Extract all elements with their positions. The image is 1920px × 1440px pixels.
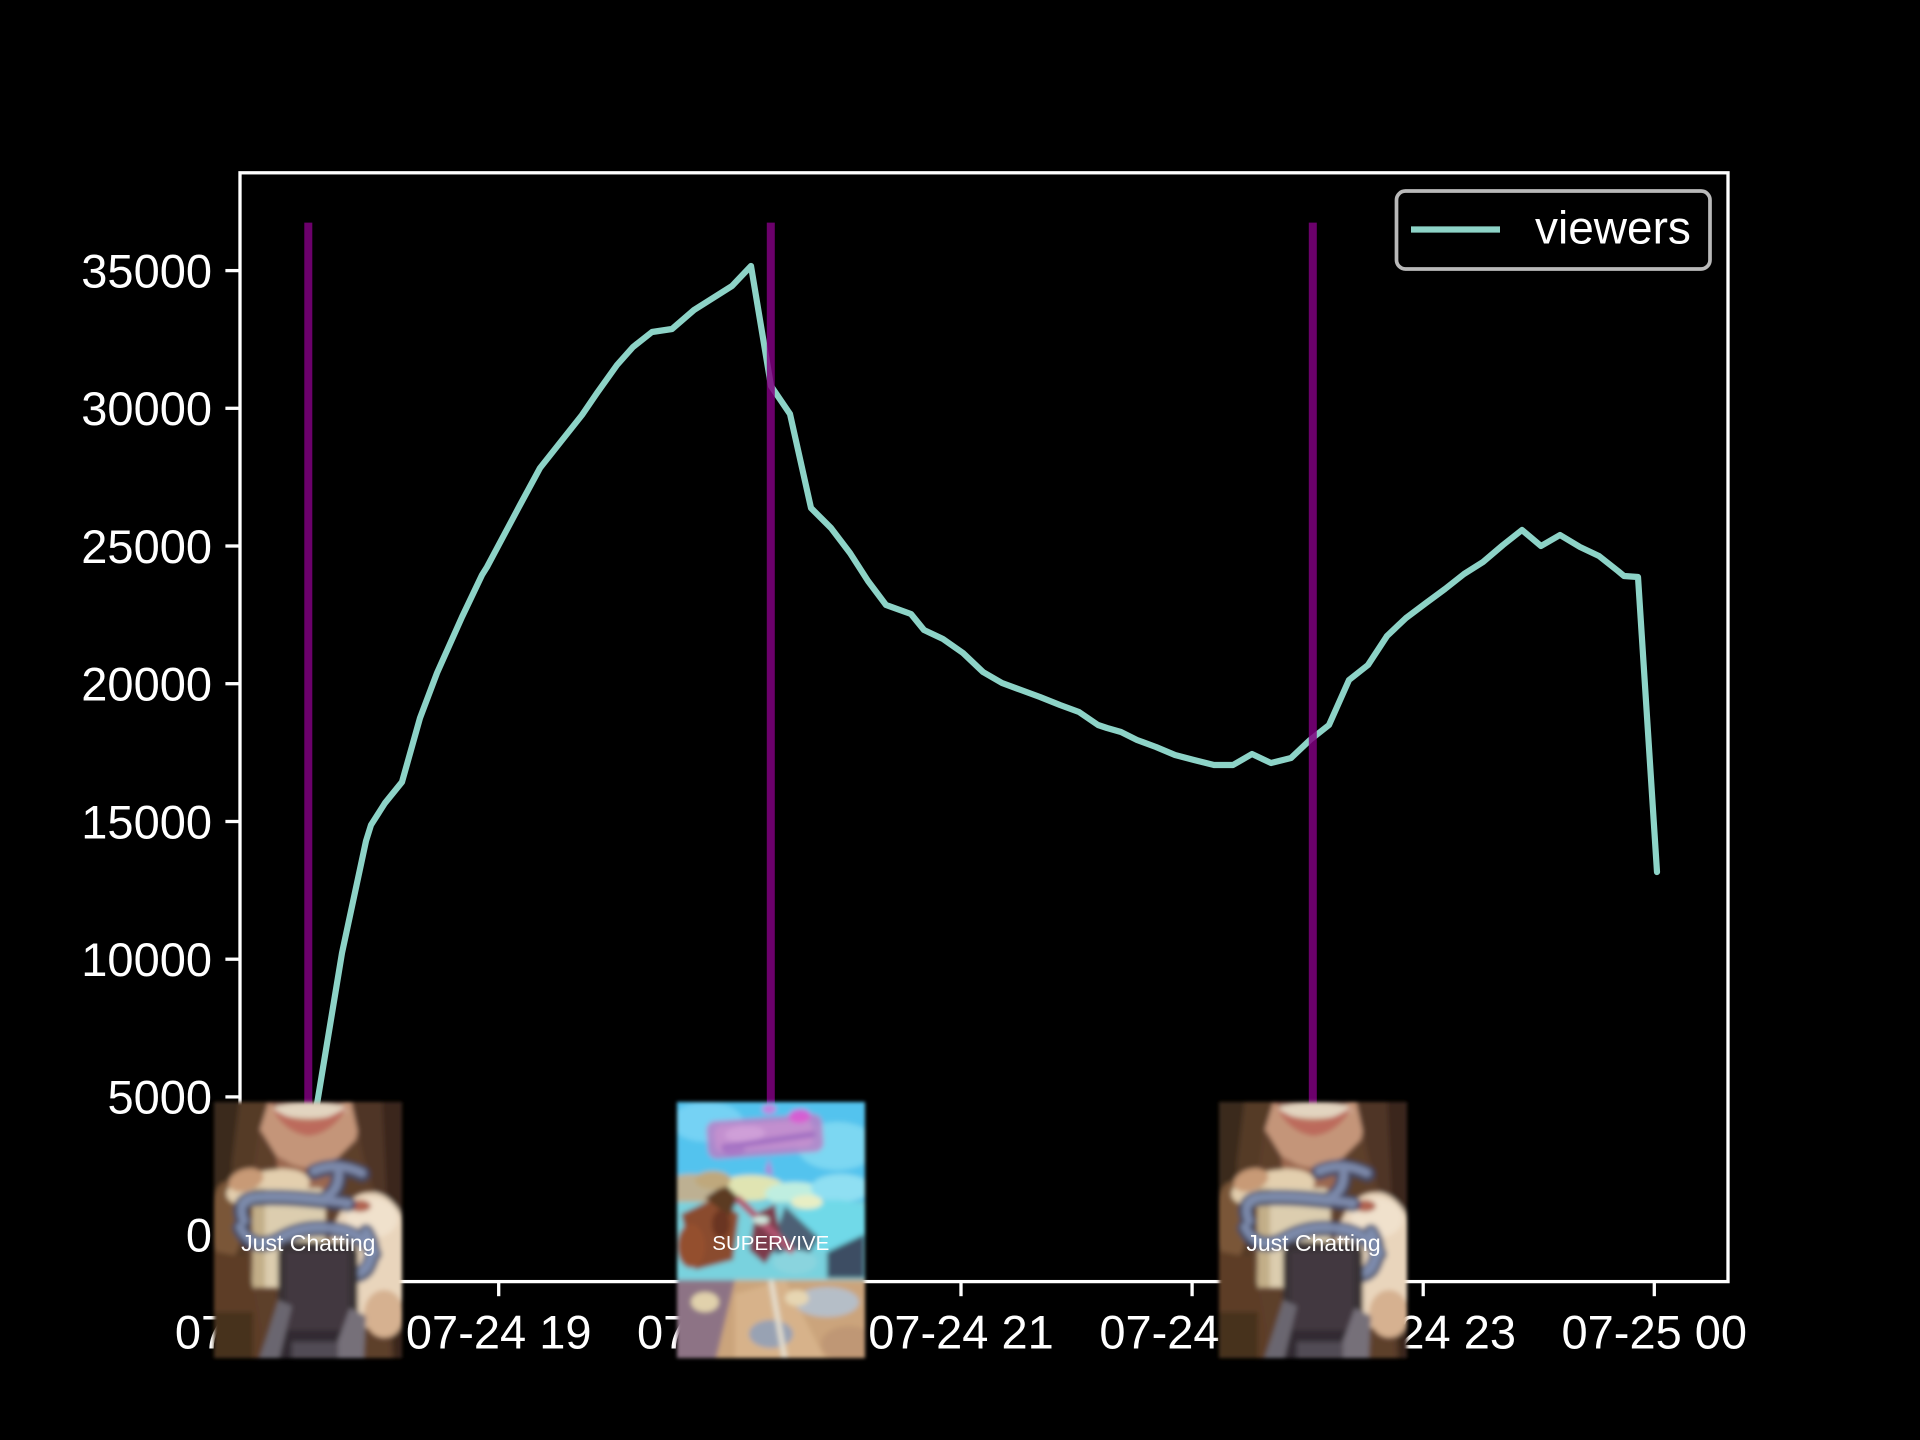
svg-text:5000: 5000 [107,1071,212,1124]
svg-text:Just Chatting: Just Chatting [241,1230,375,1256]
svg-text:15000: 15000 [81,795,212,848]
svg-text:07-24 19: 07-24 19 [406,1306,592,1359]
svg-text:Just Chatting: Just Chatting [1246,1230,1380,1256]
svg-text:SUPERVIVE: SUPERVIVE [712,1232,829,1255]
svg-text:viewers: viewers [1535,202,1691,254]
svg-text:07-24 21: 07-24 21 [868,1306,1054,1359]
svg-text:10000: 10000 [81,933,212,986]
svg-text:30000: 30000 [81,382,212,435]
svg-text:0: 0 [186,1208,212,1261]
svg-text:20000: 20000 [81,658,212,711]
svg-text:07-25 00: 07-25 00 [1562,1306,1748,1359]
svg-text:25000: 25000 [81,520,212,573]
svg-text:35000: 35000 [81,244,212,297]
